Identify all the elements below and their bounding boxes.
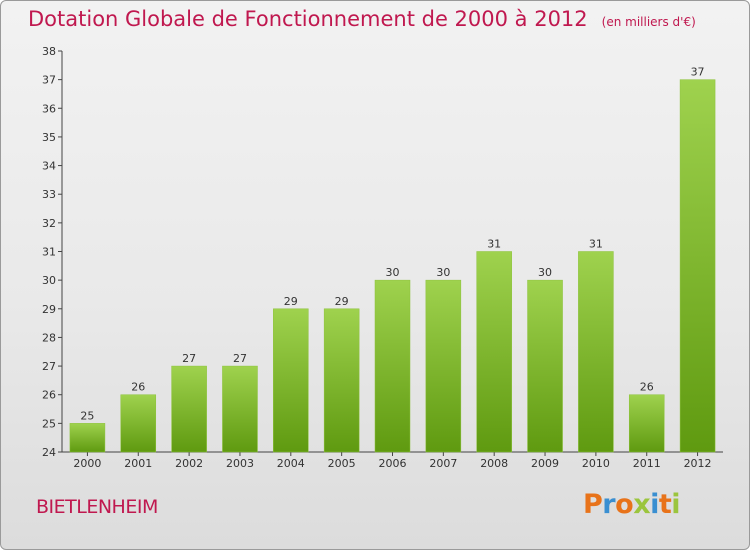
bar-2005 [323,308,360,453]
bar-value-label: 30 [386,266,400,279]
bar-value-label: 29 [284,295,298,308]
y-tick: 33 [42,188,62,201]
bar-2010 [578,251,614,453]
y-tick-label: 32 [42,217,56,230]
bar-2000 [69,423,106,453]
y-tick-label: 31 [42,246,56,259]
chart-bars [69,79,716,453]
y-tick-label: 25 [42,417,56,430]
x-tick-label: 2000 [73,457,101,470]
y-tick: 27 [42,360,62,373]
bar-2011 [628,394,665,453]
y-tick: 31 [42,246,62,259]
bar-value-label: 30 [538,266,552,279]
bar-2008 [476,251,512,453]
chart-axes: 24 25 26 27 28 29 30 31 32 33 34 35 36 37 38 2000 2001 20… [42,45,723,470]
x-tick-label: 2006 [379,457,407,470]
bar-2009 [527,279,563,453]
x-tick-label: 2002 [175,457,203,470]
y-tick-label: 35 [42,131,56,144]
y-tick: 32 [42,217,62,230]
bar-2006 [374,279,411,453]
y-tick-label: 27 [42,360,56,373]
bar-value-label: 27 [182,352,196,365]
bar-2004 [273,308,309,453]
x-tick-label: 2007 [429,457,457,470]
bar-value-label: 30 [436,266,450,279]
bar-value-label: 29 [335,295,349,308]
y-tick: 34 [42,160,62,173]
title-unit: (en milliers d'€) [601,15,696,29]
y-tick-label: 34 [42,160,56,173]
y-tick-label: 26 [42,389,56,402]
proxiti-logo[interactable]: Proxiti [583,489,681,520]
x-tick-label: 2008 [480,457,508,470]
logo-letter: r [602,489,616,520]
bar-2001 [120,394,157,453]
y-tick-label: 36 [42,102,56,115]
x-tick-label: 2005 [328,457,356,470]
logo-letter: o [615,489,634,520]
y-tick-label: 37 [42,74,56,87]
chart-data-labels: 25 26 27 27 29 29 30 30 31 30 31 26 37 [80,66,704,423]
bar-2002 [171,365,207,453]
y-tick: 26 [42,389,62,402]
y-tick: 38 [42,45,62,58]
logo-letter: i [671,489,681,520]
x-tick-label: 2003 [226,457,254,470]
y-tick-label: 33 [42,188,56,201]
y-tick-label: 29 [42,303,56,316]
bar-value-label: 26 [131,381,145,394]
chart-title: Dotation Globale de Fonctionnement de 20… [28,7,696,31]
x-tick-label: 2012 [684,457,712,470]
bar-2003 [222,365,258,453]
x-tick-label: 2009 [531,457,559,470]
bar-value-label: 27 [233,352,247,365]
logo-letter: x [633,489,651,520]
y-tick: 24 [42,446,62,459]
commune-name: BIETLENHEIM [36,496,158,518]
y-tick-label: 30 [42,274,56,287]
y-tick: 28 [42,331,62,344]
bar-value-label: 31 [589,238,603,251]
bar-value-label: 37 [691,66,705,79]
x-tick-label: 2001 [124,457,152,470]
logo-letter: P [583,489,603,520]
bar-2012 [679,79,716,453]
y-tick: 37 [42,74,62,87]
x-tick-label: 2011 [633,457,661,470]
bar-value-label: 26 [640,381,654,394]
y-tick: 25 [42,417,62,430]
logo-letter: t [658,489,672,520]
y-tick-label: 28 [42,331,56,344]
y-tick: 36 [42,102,62,115]
x-tick-label: 2004 [277,457,305,470]
y-tick: 30 [42,274,62,287]
y-tick: 35 [42,131,62,144]
bar-value-label: 25 [80,409,94,422]
x-tick-label: 2010 [582,457,610,470]
bar-value-label: 31 [487,238,501,251]
title-text: Dotation Globale de Fonctionnement de 20… [28,7,588,31]
y-tick: 29 [42,303,62,316]
logo-letter: i [650,489,659,520]
bar-2007 [425,279,462,453]
y-tick-label: 24 [42,446,56,459]
y-tick-label: 38 [42,45,56,58]
